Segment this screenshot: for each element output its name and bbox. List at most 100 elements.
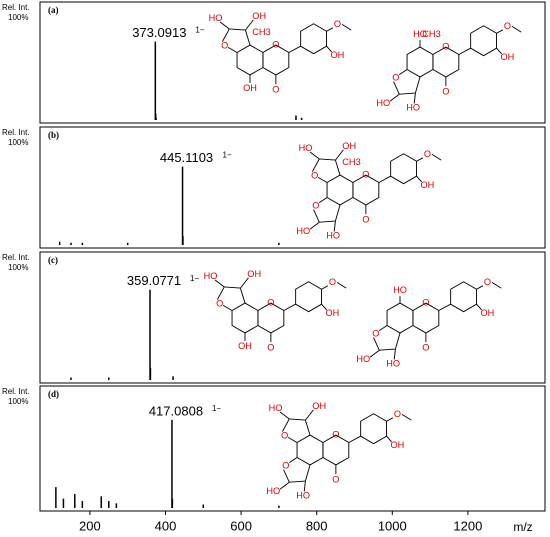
atom-label: OH — [238, 341, 252, 351]
panel-frame — [39, 1, 546, 124]
bond — [491, 281, 502, 289]
bond — [309, 221, 320, 230]
bond — [399, 69, 408, 76]
x-axis-label: m/z — [513, 520, 532, 534]
atom-label: OH — [312, 401, 326, 411]
bond — [470, 25, 498, 57]
atom-label: O — [329, 277, 336, 287]
panel-label: (c) — [48, 255, 58, 265]
bond — [311, 158, 320, 172]
bond — [386, 435, 392, 443]
bond — [317, 176, 328, 183]
panel-label: (a) — [48, 5, 59, 15]
atom-label: O — [422, 342, 429, 352]
atom-label: OH — [331, 50, 345, 60]
bond — [369, 349, 380, 358]
bond — [245, 19, 254, 31]
bond — [352, 174, 380, 206]
atom-label: HO — [376, 98, 390, 108]
atom-label: OH — [421, 180, 435, 190]
atom-label: HO — [406, 102, 420, 112]
y-tick-label: 100% — [8, 13, 28, 22]
bond — [412, 302, 440, 334]
bond — [289, 418, 306, 421]
bond — [334, 159, 341, 176]
bond — [257, 302, 285, 334]
peak-label: 359.0771 — [127, 273, 181, 288]
bond — [389, 93, 400, 102]
x-tick-label: 200 — [79, 518, 101, 533]
charge-label: 1− — [212, 404, 221, 413]
x-tick-label: 400 — [155, 518, 177, 533]
bond — [416, 157, 424, 162]
bond — [334, 204, 341, 222]
atom-label: O — [281, 431, 288, 441]
bond — [288, 45, 301, 53]
panel-frame — [39, 385, 546, 512]
atom-label: OH — [501, 52, 515, 62]
atom-label: O — [394, 409, 401, 419]
bond — [496, 47, 502, 55]
bond — [438, 303, 451, 311]
bond — [240, 277, 249, 289]
atom-label: OH — [326, 308, 340, 318]
y-axis-label: Rel. Int. — [2, 128, 30, 137]
bond — [283, 469, 290, 483]
bond — [393, 81, 400, 95]
bond — [401, 413, 412, 421]
bond — [244, 29, 251, 46]
bond — [227, 46, 238, 53]
bond — [336, 281, 347, 289]
bond — [476, 285, 484, 290]
atom-label: O — [267, 297, 274, 307]
bond — [341, 23, 352, 31]
atom-label: OH — [481, 308, 495, 318]
bond — [319, 220, 336, 223]
atom-label: HO — [296, 490, 310, 500]
atom-label: O — [372, 329, 379, 339]
bond — [476, 303, 482, 311]
bond — [511, 25, 522, 33]
panel-frame — [39, 126, 546, 249]
bond — [386, 417, 394, 422]
atom-label: O — [422, 297, 429, 307]
atom-label: O — [272, 84, 279, 94]
atom-label: O — [504, 21, 511, 31]
peak-label: 373.0913 — [132, 25, 186, 40]
y-tick-label: 100% — [8, 397, 28, 406]
x-tick-label: 800 — [306, 518, 328, 533]
atom-label: O — [332, 429, 339, 439]
bond — [348, 435, 361, 443]
atom-label: OH — [243, 83, 257, 93]
atom-label: O — [216, 299, 223, 309]
atom-label: O — [332, 474, 339, 484]
atom-label: O — [442, 86, 449, 96]
y-axis-label: Rel. Int. — [2, 387, 30, 396]
atom-label: HO — [209, 13, 223, 23]
bond — [373, 337, 380, 351]
x-tick-label: 1000 — [378, 518, 407, 533]
bond — [305, 409, 314, 421]
bond — [322, 434, 350, 466]
bond — [399, 92, 416, 95]
bond — [319, 158, 336, 161]
panel-frame — [39, 251, 546, 384]
bond — [378, 175, 391, 183]
atom-label: CH3 — [252, 27, 270, 37]
bond — [283, 303, 296, 311]
bond — [431, 153, 442, 161]
bond — [432, 46, 460, 78]
bond — [222, 304, 233, 311]
atom-label: HO — [356, 354, 370, 364]
bond — [303, 480, 306, 492]
bond — [496, 29, 504, 34]
atom-label: OH — [252, 11, 266, 21]
panel-label: (b) — [48, 130, 59, 140]
panel-label: (d) — [48, 389, 59, 399]
